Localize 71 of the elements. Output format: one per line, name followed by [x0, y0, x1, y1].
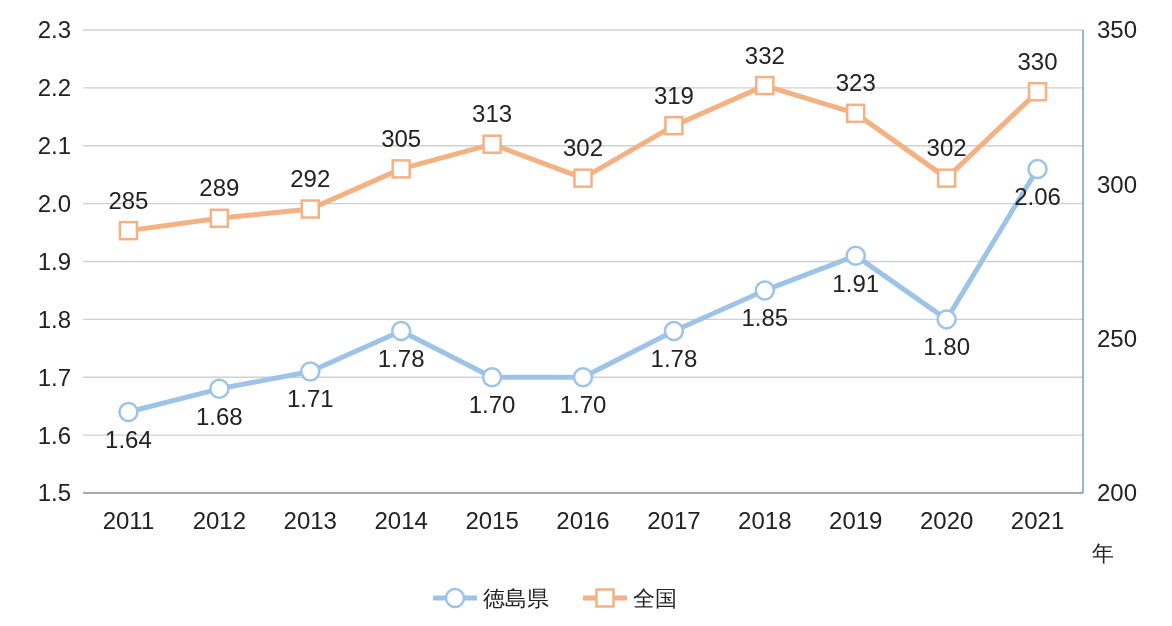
- point: [1027, 158, 1048, 180]
- x-tick-label: 2020: [919, 507, 974, 534]
- data-label: 302: [926, 134, 967, 162]
- point: [664, 115, 684, 136]
- x-tick-label: 2013: [283, 507, 337, 534]
- data-label: 1.91: [832, 269, 880, 297]
- x-tick-label: 2015: [465, 507, 519, 534]
- point: [936, 309, 957, 330]
- data-label: 1.64: [105, 425, 152, 453]
- point: [482, 134, 502, 154]
- y-tick-label: 2.3: [37, 16, 71, 44]
- point: [391, 159, 411, 179]
- point: [118, 401, 139, 423]
- x-tick-label: 2011: [102, 507, 155, 534]
- data-label: 292: [290, 165, 331, 193]
- data-label: 323: [835, 69, 876, 97]
- data-label: 1.78: [377, 344, 425, 372]
- data-label: 1.71: [286, 385, 334, 413]
- point: [118, 220, 139, 241]
- y-tick-label: 1.9: [37, 247, 71, 275]
- y-tick-label: 1.5: [37, 479, 71, 507]
- data-label: 2.06: [1014, 182, 1061, 210]
- point: [572, 367, 594, 388]
- data-label: 302: [562, 134, 604, 162]
- point: [390, 320, 412, 342]
- x-tick-label: 2017: [647, 507, 701, 534]
- data-label: 319: [653, 81, 694, 109]
- data-label: 305: [381, 124, 422, 152]
- data-label: 1.85: [741, 304, 789, 332]
- data-label: 1.68: [196, 402, 243, 430]
- point: [1027, 81, 1048, 102]
- point: [936, 168, 957, 188]
- point: [209, 378, 230, 400]
- data-label: 289: [199, 174, 240, 202]
- point: [300, 361, 321, 382]
- point: [300, 199, 321, 219]
- y-tick-label: 2.2: [37, 74, 71, 102]
- y-tick-label: 2.1: [37, 132, 71, 160]
- x-tick-label: 2016: [556, 507, 610, 534]
- x-tick-label: 2018: [738, 507, 792, 534]
- x-tick-label: 2019: [829, 507, 883, 534]
- y2-tick-label: 350: [1097, 16, 1138, 44]
- legend-label: 全国: [633, 585, 677, 611]
- data-label: 332: [744, 41, 785, 69]
- point: [209, 208, 230, 229]
- data-label: 1.70: [468, 391, 516, 419]
- point: [845, 103, 866, 124]
- legend-label: 徳島県: [483, 585, 549, 611]
- point: [754, 280, 776, 301]
- point: [663, 320, 685, 342]
- point: [755, 75, 775, 96]
- data-label: 330: [1017, 47, 1058, 75]
- y-tick-label: 1.6: [37, 421, 71, 449]
- x-axis-title: 年: [1092, 541, 1114, 566]
- data-label: 1.78: [650, 344, 698, 372]
- y2-tick-label: 300: [1097, 170, 1138, 198]
- data-label: 1.80: [923, 333, 970, 361]
- y-tick-label: 1.7: [37, 363, 71, 391]
- data-label: 313: [472, 100, 513, 128]
- data-label: 1.70: [559, 391, 607, 419]
- x-tick-label: 2021: [1010, 507, 1065, 534]
- point: [845, 245, 866, 266]
- y-tick-label: 1.8: [37, 305, 71, 333]
- x-tick-label: 2012: [192, 507, 247, 534]
- point: [481, 367, 503, 388]
- x-tick-label: 2014: [374, 507, 428, 534]
- point: [573, 168, 593, 188]
- y2-tick-label: 200: [1097, 479, 1138, 507]
- y-tick-label: 2.0: [37, 190, 71, 218]
- data-label: 285: [108, 186, 149, 214]
- y2-tick-label: 250: [1097, 325, 1138, 353]
